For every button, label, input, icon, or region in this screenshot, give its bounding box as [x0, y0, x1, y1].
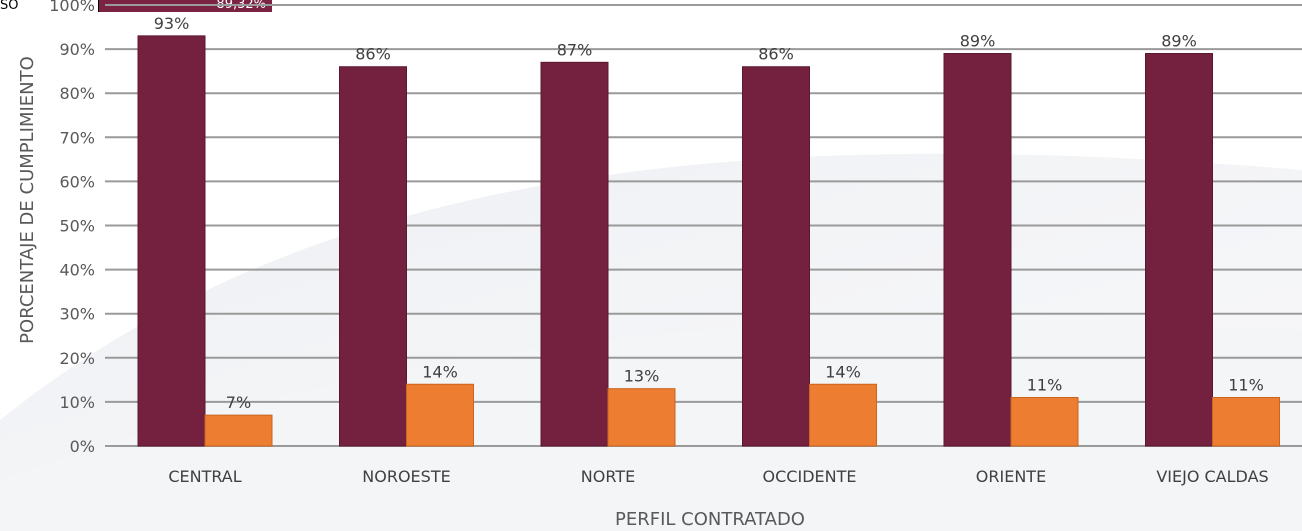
data-label: 14% [422, 362, 458, 381]
bars [137, 35, 1280, 447]
bar [1212, 396, 1280, 447]
bar [204, 414, 273, 447]
y-tick-label: 0% [70, 437, 95, 456]
data-label: 11% [1027, 375, 1063, 394]
y-tick-label: 40% [59, 261, 95, 280]
y-tick-label: 30% [59, 305, 95, 324]
bar [540, 61, 609, 447]
bar [809, 383, 877, 447]
bar [1010, 396, 1079, 447]
data-label: 14% [825, 362, 861, 381]
y-tick-label: 10% [59, 393, 95, 412]
data-label: 11% [1228, 375, 1264, 394]
data-label: 86% [355, 45, 391, 64]
y-axis-ticks: 0% 10% 20% 30% 40% 50% 60% 70% 80% 90% 100% [49, 0, 95, 456]
data-label: 13% [624, 367, 660, 386]
y-tick-label: 60% [59, 172, 95, 191]
x-category-label: CENTRAL [168, 467, 241, 486]
bar [943, 53, 1012, 447]
x-category-label: VIEJO CALDAS [1156, 467, 1268, 486]
x-category-label: NORTE [581, 467, 635, 486]
bar [742, 66, 810, 447]
data-label: 86% [758, 45, 794, 64]
bar [1145, 53, 1213, 447]
data-label: 89% [1161, 32, 1197, 51]
y-tick-label: 80% [59, 84, 95, 103]
gridlines [105, 4, 1302, 447]
data-label: 87% [557, 40, 593, 59]
y-tick-label: 90% [59, 40, 95, 59]
data-label: 89% [960, 32, 996, 51]
bar [607, 388, 676, 447]
y-tick-label: 100% [49, 0, 95, 15]
y-tick-label: 70% [59, 128, 95, 147]
x-category-label: NOROESTE [362, 467, 450, 486]
y-tick-label: 20% [59, 349, 95, 368]
bar [137, 35, 206, 447]
x-category-label: OCCIDENTE [763, 467, 857, 486]
y-axis-title: PORCENTAJE DE CUMPLIMIENTO [17, 56, 38, 344]
bar [339, 66, 407, 447]
data-label: 7% [226, 393, 251, 412]
legend-strip-label: SO [0, 0, 99, 12]
data-labels: 93% 86% 87% 86% 89% 89% 7% 14% 13% 14% 11% 11% [154, 14, 1264, 412]
bar [406, 383, 474, 447]
data-label: 93% [154, 14, 190, 33]
x-axis-title: PERFIL CONTRATADO [615, 509, 805, 530]
x-category-label: ORIENTE [976, 467, 1046, 486]
y-tick-label: 50% [59, 217, 95, 236]
x-axis-categories: CENTRAL NOROESTE NORTE OCCIDENTE ORIENTE VIEJ… [168, 467, 1268, 486]
